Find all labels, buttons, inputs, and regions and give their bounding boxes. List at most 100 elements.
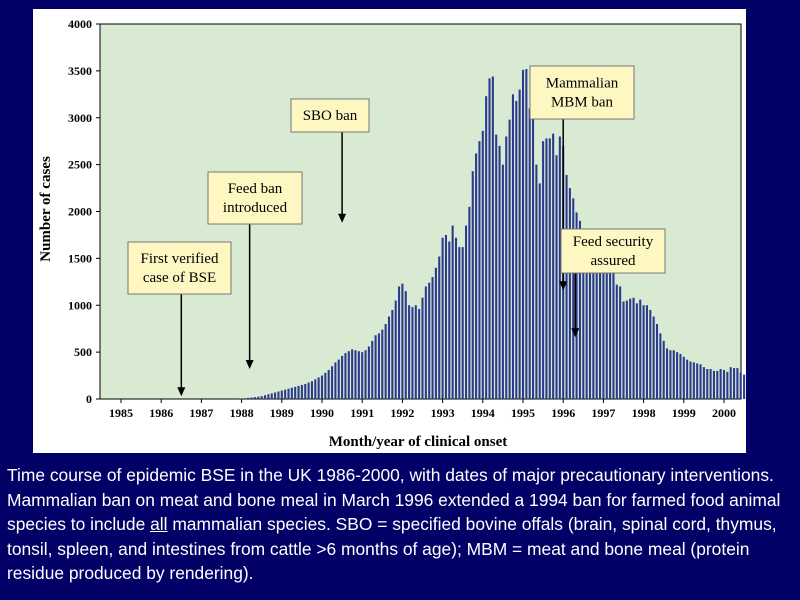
annotation-label: Feed ban: [228, 181, 283, 197]
annotation-label: SBO ban: [303, 108, 358, 124]
y-tick-label: 2500: [68, 158, 92, 172]
bar: [525, 69, 528, 399]
annotation-label: introduced: [223, 200, 288, 216]
x-tick-label: 1989: [270, 406, 294, 420]
bar: [588, 237, 592, 399]
x-tick-label: 1992: [390, 406, 414, 420]
bar: [377, 333, 380, 400]
annotation: Feed ban introduced: [207, 171, 303, 369]
bar: [465, 225, 468, 399]
bar: [662, 340, 665, 400]
annotation-arrow-head: [245, 360, 254, 369]
bar: [374, 335, 377, 399]
bar: [702, 367, 705, 400]
chart-panel: 0 500 1000 1500 2000 2500 3000 3500 4000 1985 198…: [33, 9, 746, 453]
bar: [619, 286, 622, 399]
bar: [270, 393, 273, 400]
bar: [722, 369, 726, 399]
bar: [639, 299, 642, 400]
bar: [649, 309, 652, 399]
bar: [545, 138, 548, 400]
x-tick-label: 1986: [149, 406, 173, 420]
bar: [602, 253, 605, 399]
annotation-box: [560, 228, 666, 274]
bar: [689, 361, 692, 399]
bar: [615, 284, 618, 400]
bar: [645, 305, 648, 399]
bar: [458, 247, 461, 400]
bar: [267, 394, 270, 399]
annotation-label: First verified: [141, 251, 219, 267]
bar: [733, 368, 736, 399]
bar: [398, 286, 401, 399]
x-tick-label: 1998: [632, 406, 656, 420]
bar: [599, 253, 602, 399]
bar: [505, 136, 508, 399]
annotation-arrow-head: [559, 281, 568, 291]
annotation-box: [529, 65, 635, 120]
bar: [361, 352, 364, 400]
caption-underlined-word: all: [150, 514, 168, 534]
bar: [277, 391, 280, 399]
bar: [575, 212, 578, 399]
annotations-layer: First verified case of BSE Feed ban introdu…: [127, 65, 666, 397]
bar: [625, 300, 628, 399]
annotation-box: [290, 98, 370, 133]
bar: [532, 108, 535, 400]
annotation-label: assured: [591, 253, 636, 269]
bar: [485, 96, 488, 399]
bar: [666, 348, 669, 400]
annotation-label: MBM ban: [551, 95, 614, 111]
y-tick-label: 0: [86, 392, 92, 406]
bar: [716, 370, 719, 400]
bar: [542, 141, 545, 399]
bar: [384, 324, 387, 399]
x-tick-label: 1997: [591, 406, 615, 420]
annotation-arrow-head: [571, 328, 580, 338]
bar: [612, 269, 615, 400]
bar: [739, 372, 742, 399]
bar: [622, 301, 625, 399]
bar: [250, 397, 253, 399]
bar: [448, 241, 451, 399]
bar: [454, 237, 458, 399]
bar: [572, 198, 575, 400]
bar: [736, 368, 739, 399]
bar: [515, 100, 518, 400]
bar: [726, 371, 729, 399]
y-tick-label: 500: [74, 345, 92, 359]
bar: [317, 377, 320, 399]
bar: [428, 282, 431, 399]
bar: [354, 350, 357, 399]
bar: [538, 183, 541, 399]
bar: [682, 356, 685, 399]
bar: [518, 89, 521, 400]
bar: [669, 350, 672, 399]
x-axis-label: Month/year of clinical onset: [329, 434, 507, 450]
bar: [287, 388, 290, 399]
bar: [247, 397, 250, 400]
bar: [535, 164, 538, 400]
bar: [414, 305, 417, 399]
bar: [729, 367, 732, 400]
x-tick-label: 1995: [511, 406, 535, 420]
bar: [582, 234, 585, 399]
bar: [635, 303, 638, 400]
bar: [334, 362, 337, 399]
bar: [404, 291, 407, 399]
bar: [357, 351, 360, 399]
bar: [629, 298, 632, 399]
bar: [578, 220, 581, 400]
bar: [555, 155, 558, 399]
bar: [387, 316, 391, 399]
annotation-box: [207, 171, 303, 225]
bar: [478, 141, 481, 399]
bar: [706, 369, 709, 399]
bar: [344, 353, 347, 399]
bar: [501, 164, 504, 400]
y-axis: 0 500 1000 1500 2000 2500 3000 3500 4000: [68, 17, 100, 406]
bar: [475, 153, 478, 400]
bar: [719, 369, 722, 399]
bar: [461, 247, 464, 400]
bar: [743, 374, 746, 400]
